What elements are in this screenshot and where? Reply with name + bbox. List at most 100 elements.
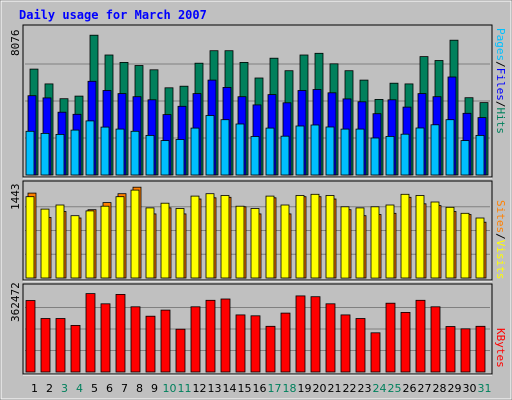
chart-title: Daily usage for March 2007 <box>19 8 207 22</box>
visits-bar <box>40 208 50 279</box>
visits-bar <box>415 195 425 279</box>
legend-entry: KBytes <box>494 328 507 368</box>
visits-bar <box>175 208 185 279</box>
pages-bar <box>115 128 125 176</box>
pages-bar <box>70 129 80 176</box>
bottom-legend: KBytes <box>494 328 507 368</box>
kbytes-bar <box>175 328 186 373</box>
visits-bar <box>355 207 365 279</box>
visits-bar <box>85 210 95 279</box>
x-tick-label: 25 <box>388 382 402 395</box>
visits-bar <box>310 193 320 279</box>
kbytes-bar <box>355 318 366 373</box>
visits-bar <box>100 205 110 279</box>
kbytes-bar <box>280 312 291 373</box>
legend-entry: Hits <box>494 107 507 135</box>
pages-bar <box>355 128 365 176</box>
mid-legend: Sites/Visits <box>494 200 507 280</box>
pages-bar <box>445 119 455 176</box>
kbytes-bar <box>205 299 216 373</box>
pages-bar <box>190 127 200 176</box>
legend-entry: Visits <box>494 239 507 280</box>
legend-entry: / <box>494 61 507 68</box>
middle-y-tick-label: 1443 <box>9 183 22 211</box>
x-tick-label: 17 <box>268 382 282 395</box>
visits-bar <box>115 196 125 279</box>
pages-bar <box>385 135 395 176</box>
pages-bar <box>460 140 470 176</box>
visits-bar <box>25 196 35 279</box>
kbytes-bar <box>310 296 321 373</box>
pages-bar <box>25 130 35 176</box>
visits-bar <box>370 206 380 279</box>
visits-bar <box>460 212 470 279</box>
legend-entry: / <box>494 100 507 108</box>
x-tick-label: 1 <box>31 382 38 395</box>
x-tick-label: 9 <box>151 382 158 395</box>
visits-bar <box>445 206 455 279</box>
x-tick-label: 11 <box>178 382 192 395</box>
pages-bar <box>55 133 65 176</box>
x-tick-label: 7 <box>121 382 128 395</box>
top-y-tick-label: 8076 <box>9 29 22 57</box>
pages-bar <box>370 137 380 176</box>
kbytes-bar <box>85 293 96 373</box>
visits-bar <box>145 207 155 279</box>
kbytes-bar <box>415 299 426 373</box>
legend-entry: Pages <box>494 28 507 62</box>
visits-bar <box>190 195 200 279</box>
kbytes-bar <box>265 325 276 373</box>
visits-bar <box>430 201 440 279</box>
x-tick-label: 29 <box>448 382 462 395</box>
pages-bar <box>235 123 245 176</box>
x-tick-label: 3 <box>61 382 68 395</box>
x-tick-label: 16 <box>253 382 267 395</box>
kbytes-bar <box>70 324 81 373</box>
x-tick-label: 27 <box>418 382 432 395</box>
top-panel <box>22 24 493 179</box>
x-tick-label: 18 <box>283 382 297 395</box>
pages-bar <box>475 134 485 176</box>
pages-bar <box>325 126 335 176</box>
x-tick-label: 4 <box>76 382 83 395</box>
kbytes-bar <box>385 302 396 373</box>
kbytes-bar <box>145 315 156 373</box>
pages-bar <box>145 134 155 176</box>
kbytes-bar <box>190 306 201 373</box>
pages-bar <box>310 124 320 176</box>
pages-bar <box>430 124 440 176</box>
visits-bar <box>340 206 350 279</box>
kbytes-bar <box>340 314 351 373</box>
kbytes-bar <box>235 314 246 373</box>
x-tick-label: 14 <box>223 382 237 395</box>
x-tick-label: 21 <box>328 382 342 395</box>
pages-bar <box>295 125 305 176</box>
kbytes-bar <box>460 328 471 373</box>
x-tick-label: 12 <box>193 382 207 395</box>
kbytes-bar <box>445 326 456 373</box>
kbytes-bar <box>220 298 231 373</box>
kbytes-bar <box>100 303 111 373</box>
kbytes-bar <box>325 303 336 373</box>
x-tick-label: 6 <box>106 382 113 395</box>
kbytes-bar <box>160 309 171 373</box>
pages-bar <box>415 127 425 176</box>
visits-bar <box>325 195 335 279</box>
x-tick-label: 5 <box>91 382 98 395</box>
x-tick-label: 19 <box>298 382 312 395</box>
kbytes-bar <box>400 311 411 373</box>
kbytes-bar <box>115 293 126 373</box>
kbytes-bar <box>370 332 381 373</box>
x-tick-label: 23 <box>358 382 372 395</box>
visits-bar <box>205 193 215 279</box>
pages-bar <box>160 140 170 176</box>
kbytes-bar <box>25 300 36 373</box>
pages-bar <box>85 120 95 176</box>
visits-bar <box>280 204 290 279</box>
pages-bar <box>40 132 50 176</box>
x-tick-label: 20 <box>313 382 327 395</box>
x-tick-label: 13 <box>208 382 222 395</box>
visits-bar <box>220 195 230 279</box>
pages-bar <box>220 119 230 176</box>
